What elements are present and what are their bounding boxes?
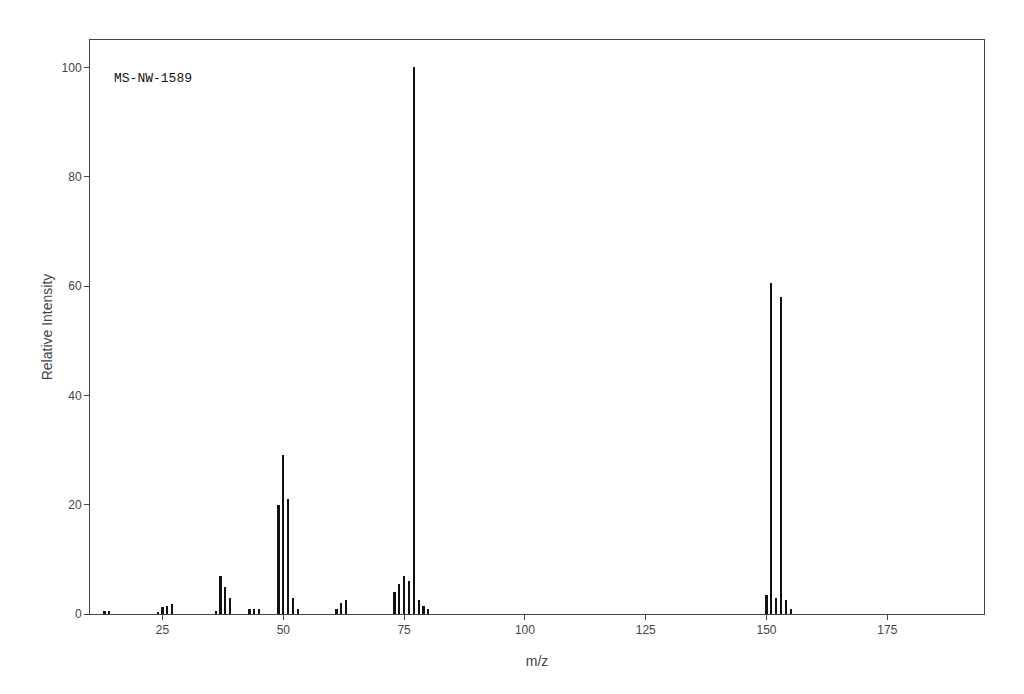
- svg-text:150: 150: [757, 623, 777, 637]
- svg-text:50: 50: [277, 623, 291, 637]
- svg-text:25: 25: [156, 623, 170, 637]
- svg-text:80: 80: [68, 170, 82, 184]
- svg-text:0: 0: [75, 607, 82, 621]
- svg-text:m/z: m/z: [526, 653, 549, 669]
- svg-text:75: 75: [397, 623, 411, 637]
- svg-text:Relative Intensity: Relative Intensity: [39, 274, 55, 381]
- svg-text:MS-NW-1589: MS-NW-1589: [114, 71, 192, 86]
- svg-text:60: 60: [68, 279, 82, 293]
- svg-text:40: 40: [68, 389, 82, 403]
- svg-text:125: 125: [636, 623, 656, 637]
- svg-text:175: 175: [877, 623, 897, 637]
- svg-text:20: 20: [68, 498, 82, 512]
- svg-text:100: 100: [62, 61, 82, 75]
- svg-text:100: 100: [515, 623, 535, 637]
